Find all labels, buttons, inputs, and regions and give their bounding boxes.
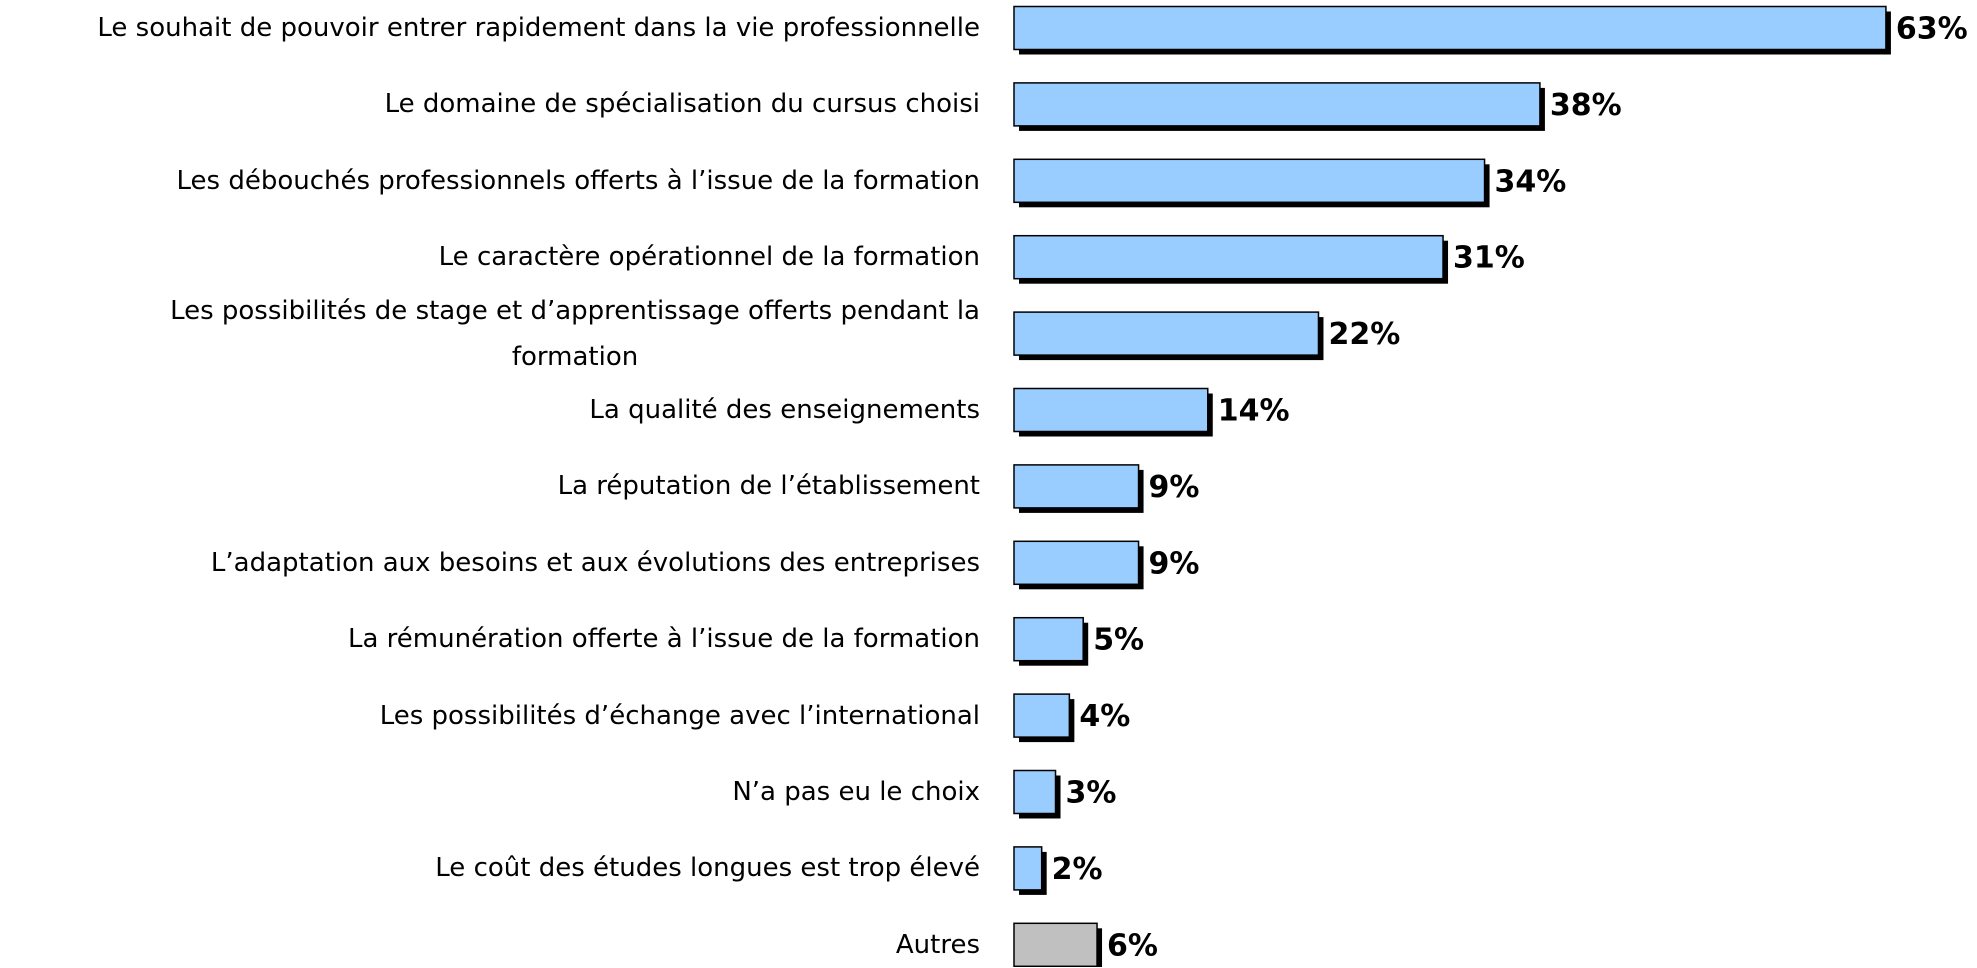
value-label: 22%: [1328, 317, 1400, 352]
bar: [1013, 769, 1057, 815]
category-label: La réputation de l’établissement: [558, 463, 980, 509]
value-label: 2%: [1052, 852, 1103, 887]
category-text: Le coût des études longues est trop élev…: [435, 853, 980, 884]
category-text: Le caractère opérationnel de la formatio…: [438, 242, 980, 273]
value-label: 14%: [1218, 394, 1290, 429]
category-label: La qualité des enseignements: [589, 387, 980, 433]
category-label: Le coût des études longues est trop élev…: [435, 845, 980, 891]
category-label: Le domaine de spécialisation du cursus c…: [385, 81, 980, 127]
category-text: Le souhait de pouvoir entrer rapidement …: [97, 13, 980, 43]
category-text: L’adaptation aux besoins et aux évolutio…: [210, 547, 980, 578]
bar: [1013, 693, 1071, 738]
category-label: La rémunération offerte à l’issue de la …: [348, 616, 980, 662]
category-label: Les débouchés professionnels offerts à l…: [177, 158, 981, 204]
category-label: Les possibilités d’échange avec l’intern…: [380, 693, 980, 739]
value-label: 5%: [1093, 623, 1144, 658]
bar: [1013, 616, 1084, 662]
category-label: Le caractère opérationnel de la formatio…: [439, 234, 980, 280]
category-label: Autres: [896, 922, 980, 968]
value-label: 31%: [1453, 241, 1525, 276]
category-text: Le domaine de spécialisation du cursus c…: [384, 89, 980, 120]
value-label: 34%: [1495, 164, 1567, 199]
category-label: L’adaptation aux besoins et aux évolutio…: [211, 540, 980, 586]
bar: [1013, 464, 1140, 509]
category-text: La qualité des enseignements: [589, 395, 980, 425]
value-label: 9%: [1149, 546, 1200, 581]
value-label: 9%: [1149, 470, 1200, 505]
bar: [1013, 234, 1444, 280]
bar: [1013, 922, 1098, 967]
category-text: Les débouchés professionnels offerts à l…: [176, 165, 981, 196]
category-text: Autres: [895, 929, 980, 960]
category-text: La rémunération offerte à l’issue de la …: [347, 624, 980, 655]
bar: [1013, 5, 1887, 51]
value-label: 63%: [1896, 12, 1968, 47]
bar: [1013, 540, 1140, 586]
bar: [1013, 311, 1320, 356]
value-label: 3%: [1066, 776, 1117, 811]
value-label: 4%: [1079, 699, 1130, 734]
bar: [1013, 846, 1043, 891]
value-label: 38%: [1550, 88, 1622, 123]
category-label: Les possibilités de stage et d’apprentis…: [170, 288, 980, 380]
category-text: N’a pas eu le choix: [732, 777, 980, 807]
category-label: N’a pas eu le choix: [732, 769, 980, 815]
category-text: Les possibilités de stage et d’apprentis…: [170, 295, 980, 372]
category-label: Le souhait de pouvoir entrer rapidement …: [97, 5, 980, 51]
category-text: Les possibilités d’échange avec l’intern…: [379, 700, 980, 731]
value-label: 6%: [1107, 928, 1158, 963]
bar: [1013, 158, 1486, 204]
bar: [1013, 387, 1209, 433]
bar: [1013, 82, 1541, 127]
category-text: La réputation de l’établissement: [557, 471, 980, 502]
